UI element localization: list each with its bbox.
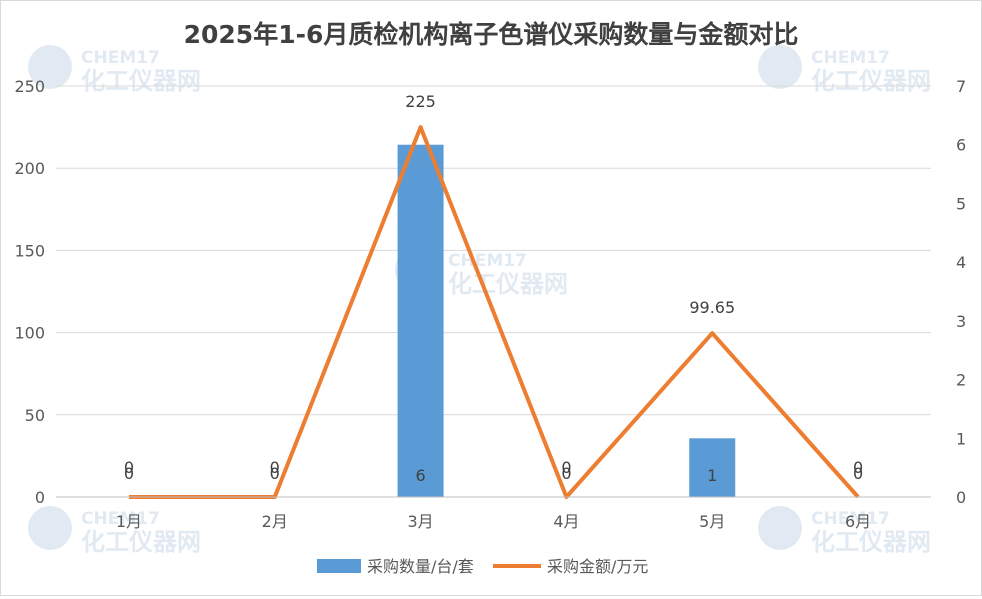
x-tick-label: 3月 <box>407 512 433 531</box>
watermark-tagline: 化工仪器网 <box>811 528 931 556</box>
watermark-top-right: CHEM17 化工仪器网 <box>758 45 931 95</box>
watermark-bottom-right: CHEM17 化工仪器网 <box>758 506 931 556</box>
bar-data-label: 0 <box>270 464 280 483</box>
line-data-label: 99.65 <box>689 298 735 317</box>
bar-data-label: 0 <box>561 464 571 483</box>
right-tick-label: 4 <box>956 253 966 272</box>
left-tick-label: 50 <box>25 406 45 425</box>
x-axis: 1月 2月 3月 4月 5月 6月 <box>56 496 931 531</box>
right-tick-label: 6 <box>956 136 966 155</box>
line-data-label: 225 <box>405 92 436 111</box>
right-tick-label: 3 <box>956 312 966 331</box>
left-axis: 0 50 100 150 200 250 <box>14 77 45 507</box>
line-series-amount <box>128 125 860 499</box>
right-tick-label: 0 <box>956 488 966 507</box>
watermark-tagline: 化工仪器网 <box>81 67 201 95</box>
right-tick-label: 2 <box>956 371 966 390</box>
left-tick-label: 150 <box>14 241 45 260</box>
right-axis: 0 1 2 3 4 5 6 7 <box>956 77 966 507</box>
line-data-label: 0 <box>561 458 571 477</box>
x-tick-label: 6月 <box>845 512 871 531</box>
x-tick-label: 4月 <box>553 512 579 531</box>
watermark-top-left: CHEM17 化工仪器网 <box>28 45 201 95</box>
right-tick-label: 7 <box>956 77 966 96</box>
bar-data-label: 0 <box>853 464 863 483</box>
left-tick-label: 250 <box>14 77 45 96</box>
legend: 采购数量/台/套 采购金额/万元 <box>317 557 648 576</box>
watermark-tagline: 化工仪器网 <box>81 528 201 556</box>
watermark-brand: CHEM17 <box>811 509 890 529</box>
bar <box>397 144 444 497</box>
line-data-label: 0 <box>124 458 134 477</box>
x-tick-label: 2月 <box>262 512 288 531</box>
line-data-label: 0 <box>853 458 863 477</box>
watermark-bottom-left: CHEM17 化工仪器网 <box>28 506 201 556</box>
watermark-brand: CHEM17 <box>811 48 890 68</box>
bar <box>689 438 736 497</box>
x-tick-label: 5月 <box>699 512 725 531</box>
line-layer <box>128 125 860 499</box>
watermark-brand: CHEM17 <box>448 251 527 271</box>
left-tick-label: 200 <box>14 159 45 178</box>
bar-data-label: 0 <box>124 464 134 483</box>
chart-title: 2025年1-6月质检机构离子色谱仪采购数量与金额对比 <box>184 20 799 49</box>
legend-label-amount: 采购金额/万元 <box>547 557 648 576</box>
bar-data-label: 6 <box>415 466 425 485</box>
watermark-brand: CHEM17 <box>81 48 160 68</box>
legend-label-quantity: 采购数量/台/套 <box>367 557 474 576</box>
watermark-tagline: 化工仪器网 <box>811 67 931 95</box>
bars-layer <box>397 144 736 497</box>
right-tick-label: 1 <box>956 429 966 448</box>
bar-data-label: 1 <box>707 466 717 485</box>
left-tick-label: 0 <box>35 488 45 507</box>
watermark-layer: CHEM17 化工仪器网 CHEM17 化工仪器网 CHEM17 化工仪器网 C… <box>28 45 931 556</box>
watermark-tagline: 化工仪器网 <box>448 270 568 298</box>
left-tick-label: 100 <box>14 324 45 343</box>
line-data-label: 0 <box>270 458 280 477</box>
x-tick-label: 1月 <box>116 512 142 531</box>
legend-swatch-quantity <box>317 559 361 573</box>
grid-layer <box>56 85 931 416</box>
watermark-brand: CHEM17 <box>81 509 160 529</box>
right-tick-label: 5 <box>956 194 966 213</box>
